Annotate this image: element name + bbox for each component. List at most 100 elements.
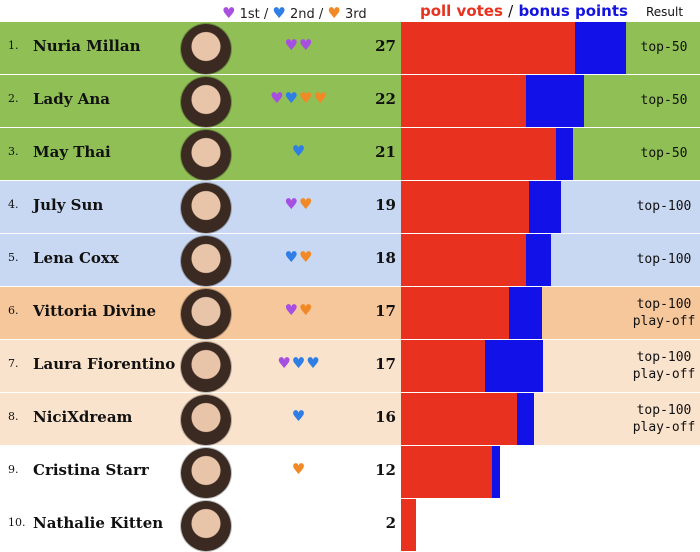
bonus-points-bar [575,22,626,74]
chart-header: ♥ 1st / ♥ 2nd / ♥ 3rd poll votes / bonus… [0,0,700,24]
ranking-row: 8. NiciXdream ♥ 16 top-100 play-off [0,393,700,446]
poll-votes-bar [401,181,529,233]
award-hearts: ♥♥ [240,36,358,54]
ranking-row: 6. Vittoria Divine ♥♥ 17 top-100 play-off [0,287,700,340]
heart-legend: ♥ 1st / ♥ 2nd / ♥ 3rd [222,4,367,22]
ranking-row: 1. Nuria Millan ♥♥ 27 top-50 [0,22,700,75]
ranking-row: 3. May Thai ♥ 21 top-50 [0,128,700,181]
award-hearts: ♥♥♥ [240,354,358,372]
result-tier: top-100 [636,252,692,267]
award-hearts: ♥ [240,142,358,160]
model-name: July Sun [33,196,104,214]
rank-number: 3. [8,145,19,158]
legend-separator: / [508,2,514,20]
blue-heart-icon: ♥ [291,354,307,372]
result-tier: top-100 [636,199,692,214]
award-hearts: ♥♥ [240,195,358,213]
rank-number: 1. [8,39,19,52]
result-label: top-100 play-off [628,296,700,330]
bonus-points-bar [526,75,585,127]
total-score: 17 [375,302,396,320]
poll-votes-bar [401,446,493,498]
blue-heart-icon: ♥ [306,354,321,372]
rank-number: 2. [8,92,19,105]
ranking-table: 1. Nuria Millan ♥♥ 27 top-50 2. Lady Ana ♥♥♥♥ 22… [0,22,700,552]
avatar [181,236,231,286]
orange-heart-icon: ♥ [299,89,314,107]
rank-number: 9. [8,463,19,476]
award-hearts: ♥♥♥♥ [240,89,358,107]
score-bar [401,287,641,339]
rank-number: 8. [8,410,19,423]
score-bar [401,128,641,180]
legend-poll-votes: poll votes [420,2,503,20]
result-label: top-100 [628,198,700,215]
avatar [181,183,231,233]
model-name: Lady Ana [33,90,110,108]
award-hearts: ♥♥ [240,248,358,266]
score-bar [401,234,641,286]
purple-heart-icon: ♥ [277,354,292,372]
result-tier: top-50 [640,146,688,161]
avatar [181,448,231,498]
orange-heart-icon: ♥ [299,248,314,266]
total-score: 18 [375,249,396,267]
result-label: top-50 [628,39,700,56]
total-score: 16 [375,408,396,426]
orange-heart-icon: ♥ [291,460,307,478]
award-hearts: ♥ [240,407,358,425]
poll-votes-bar [401,393,518,445]
avatar [181,501,231,551]
result-tier: top-100 [636,350,692,365]
rank-number: 4. [8,198,19,211]
ranking-row: 5. Lena Coxx ♥♥ 18 top-100 [0,234,700,287]
purple-heart-icon: ♥ [284,301,299,319]
model-name: Vittoria Divine [33,302,157,320]
score-bar [401,340,641,392]
avatar [181,342,231,392]
poll-votes-bar [401,22,576,74]
result-label: top-100 play-off [628,349,700,383]
result-tier: top-50 [640,93,688,108]
avatar [181,24,231,74]
bonus-points-bar [528,181,562,233]
score-bar [401,393,641,445]
ranking-row: 7. Laura Fiorentino ♥♥♥ 17 top-100 play-off [0,340,700,393]
total-score: 27 [375,37,396,55]
poll-votes-bar [401,128,556,180]
legend-second-label: 2nd / [289,7,324,22]
poll-votes-bar [401,234,527,286]
model-name: Cristina Starr [33,461,149,479]
legend-third-label: 3rd [345,7,367,22]
blue-heart-icon: ♥ [284,248,299,266]
purple-heart-icon: ♥ [284,195,299,213]
avatar [181,289,231,339]
purple-heart-icon: ♥ [270,89,285,107]
result-tier: top-50 [640,40,688,55]
total-score: 17 [375,355,396,373]
rank-number: 6. [8,304,19,317]
result-label: top-50 [628,145,700,162]
result-label: top-100 [628,251,700,268]
bonus-points-bar [555,128,573,180]
bonus-points-bar [526,234,552,286]
result-tier: top-100 [636,403,692,418]
result-column-header: Result [646,5,684,19]
poll-votes-bar [401,75,527,127]
orange-heart-icon: ♥ [327,4,341,22]
bonus-points-bar [484,340,543,392]
poll-votes-bar [401,499,417,551]
poll-votes-bar [401,287,510,339]
model-name: Lena Coxx [33,249,119,267]
total-score: 12 [375,461,396,479]
rank-number: 7. [8,357,19,370]
result-label: top-50 [628,92,700,109]
award-hearts: ♥ [240,460,358,478]
total-score: 22 [375,90,396,108]
model-name: NiciXdream [33,408,133,426]
blue-heart-icon: ♥ [284,89,299,107]
orange-heart-icon: ♥ [299,195,314,213]
model-name: Laura Fiorentino [33,355,176,373]
orange-heart-icon: ♥ [313,89,328,107]
bonus-points-bar [509,287,542,339]
